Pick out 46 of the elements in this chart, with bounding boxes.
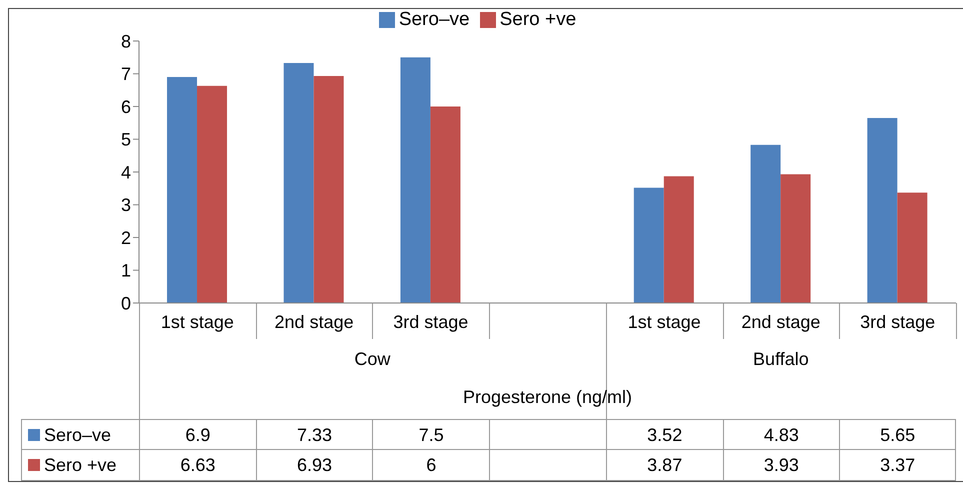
- bar: [430, 106, 460, 303]
- y-tick-label: 4: [120, 162, 131, 182]
- y-tick-label: 0: [120, 293, 131, 314]
- text: Buffalo: [752, 349, 810, 370]
- text: Cow: [353, 349, 392, 370]
- data-label: 3.52: [606, 420, 723, 450]
- data-label: 4.83: [722, 420, 840, 450]
- x-tick-label: 3rd stage: [860, 312, 936, 332]
- data-label: 6.9: [139, 420, 256, 450]
- data-label: 6: [372, 450, 490, 480]
- x-tick-label: 2nd stage: [741, 312, 820, 332]
- data-label: 6.93: [256, 450, 372, 480]
- bar: [867, 118, 898, 303]
- bar: [167, 77, 198, 303]
- bar: [314, 76, 344, 303]
- bar: [197, 86, 228, 303]
- y-tick-label: 3: [120, 195, 131, 216]
- bar: [400, 57, 430, 303]
- y-tick-label: 7: [120, 64, 131, 84]
- data-label: 3.87: [606, 450, 723, 480]
- legend-label: Sero +ve: [500, 9, 576, 30]
- data-label: 7.33: [256, 420, 372, 450]
- data-label: 5.65: [839, 420, 956, 450]
- text: Sero +ve: [44, 454, 117, 474]
- data-label: 3.37: [839, 450, 956, 480]
- x-tick-label: 2nd stage: [274, 312, 354, 332]
- y-tick-label: 8: [120, 31, 131, 52]
- data-label: 7.5: [372, 420, 490, 450]
- legend-label: Sero–ve: [398, 9, 470, 30]
- bar: [750, 144, 781, 303]
- y-tick-label: 1: [120, 260, 131, 281]
- x-axis-title: Progesterone (ng/ml): [462, 387, 634, 408]
- y-tick-label: 5: [120, 130, 131, 150]
- y-tick-label: 2: [120, 228, 131, 248]
- bar: [664, 176, 694, 303]
- bar: [634, 188, 664, 303]
- x-tick-label: 3rd stage: [393, 312, 468, 332]
- bar: [284, 62, 314, 303]
- data-label: 6.63: [139, 450, 256, 480]
- x-tick-label: 1st stage: [160, 312, 234, 332]
- y-tick-label: 6: [120, 96, 131, 117]
- x-tick-label: 1st stage: [628, 312, 701, 332]
- bar: [897, 192, 928, 303]
- data-label: 3.93: [722, 450, 840, 480]
- text: Sero–ve: [44, 424, 112, 444]
- bar: [780, 174, 811, 303]
